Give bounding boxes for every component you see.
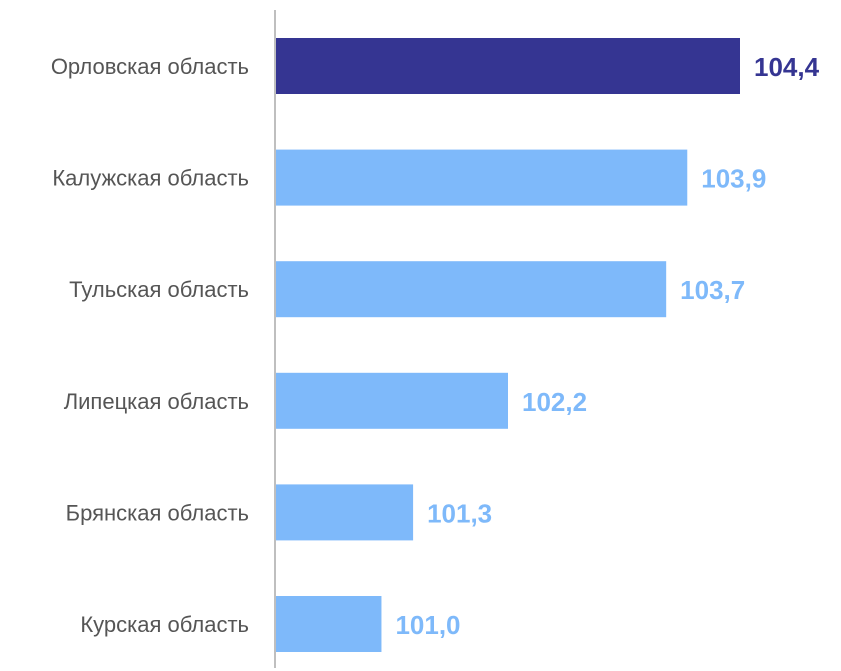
value-label: 101,0 [395,610,460,640]
category-label: Тульская область [69,277,249,302]
value-label: 103,9 [701,164,766,194]
bar [276,149,688,206]
value-label: 104,4 [754,52,820,82]
bar [276,484,414,541]
bar [276,261,667,318]
bars-group [276,38,740,652]
category-label: Липецкая область [64,389,249,414]
category-labels-group: Орловская область Калужская область Тульск… [51,54,249,637]
category-label: Орловская область [51,54,249,79]
bar [276,372,508,429]
category-label: Брянская область [66,500,249,525]
value-label: 102,2 [522,387,587,417]
bar [276,596,382,652]
category-label: Курская область [80,612,249,637]
value-label: 101,3 [427,498,492,528]
value-label: 103,7 [680,275,745,305]
category-label: Калужская область [52,166,249,191]
bar [276,38,740,94]
value-labels-group: 104,4 103,9 103,7 102,2 101,3 101,0 [395,52,819,640]
